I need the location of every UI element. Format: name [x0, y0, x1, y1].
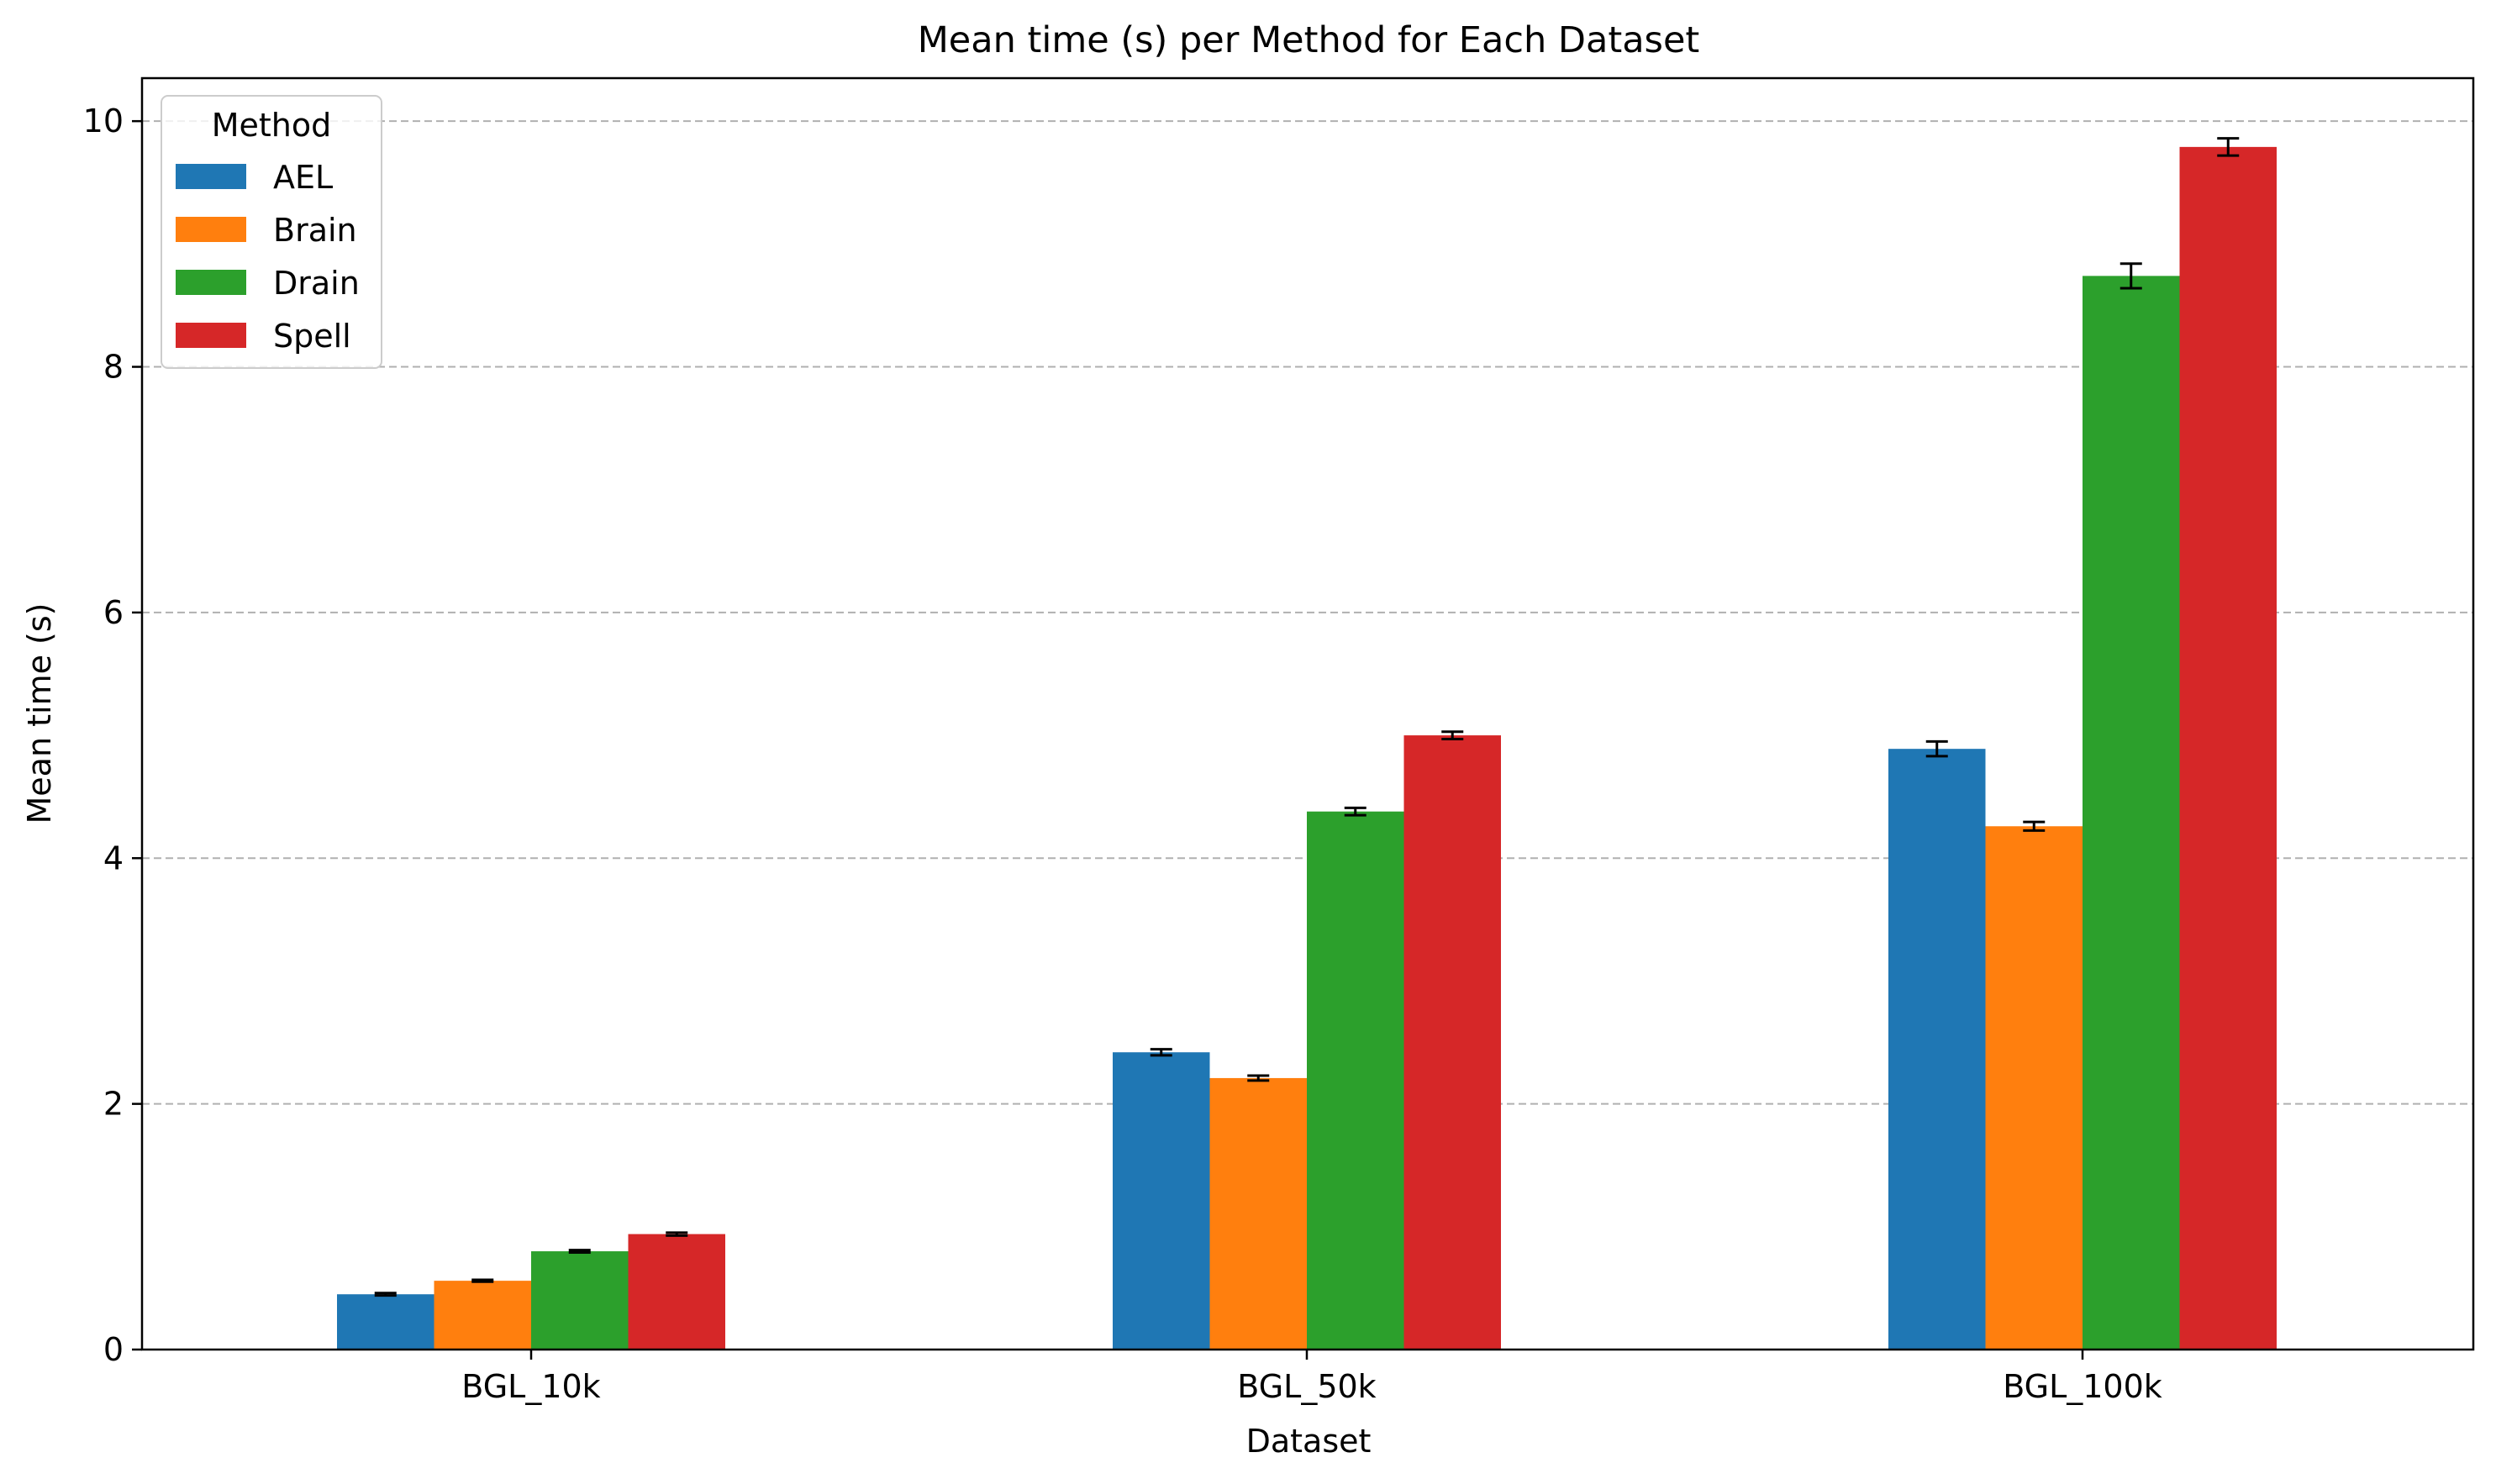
y-tick-label: 4	[103, 839, 124, 876]
y-axis: 0 2 4 6 8 10	[83, 103, 142, 1368]
y-tick-label: 10	[83, 103, 124, 139]
legend-swatch-brain	[176, 217, 246, 242]
bar-brain-bgl_100k	[1985, 826, 2083, 1350]
bars	[337, 146, 2277, 1350]
legend-title: Method	[212, 107, 332, 144]
bar-brain-bgl_10k	[434, 1281, 531, 1350]
chart-title: Mean time (s) per Method for Each Datase…	[918, 19, 1700, 61]
x-axis-label: Dataset	[1246, 1423, 1372, 1460]
bar-ael-bgl_10k	[337, 1294, 434, 1350]
legend-swatch-spell	[176, 323, 246, 348]
bar-spell-bgl_10k	[628, 1234, 725, 1350]
y-tick-label: 6	[103, 594, 124, 631]
x-tick-label: BGL_100k	[2003, 1368, 2162, 1405]
y-tick-label: 0	[103, 1331, 124, 1368]
bar-spell-bgl_100k	[2179, 146, 2277, 1350]
legend-swatch-ael	[176, 164, 246, 189]
bar-drain-bgl_50k	[1307, 811, 1404, 1350]
x-tick-label: BGL_50k	[1237, 1368, 1376, 1405]
legend-label-spell: Spell	[273, 318, 351, 355]
bar-drain-bgl_10k	[531, 1251, 629, 1350]
legend-label-ael: AEL	[273, 159, 333, 196]
bar-ael-bgl_50k	[1113, 1052, 1210, 1350]
legend: Method AEL Brain Drain Spell	[161, 95, 382, 369]
y-tick-label: 2	[103, 1086, 124, 1123]
bar-drain-bgl_100k	[2083, 276, 2180, 1350]
y-axis-label: Mean time (s)	[21, 603, 58, 824]
bar-brain-bgl_50k	[1209, 1077, 1307, 1350]
legend-label-brain: Brain	[273, 212, 357, 249]
y-tick-label: 8	[103, 349, 124, 386]
legend-label-drain: Drain	[273, 265, 360, 302]
x-tick-label: BGL_10k	[461, 1368, 600, 1405]
legend-swatch-drain	[176, 270, 246, 295]
x-axis: BGL_10k BGL_50k BGL_100k	[461, 1350, 2162, 1405]
error-bars	[374, 137, 2240, 1297]
bar-spell-bgl_50k	[1403, 735, 1501, 1350]
bar-ael-bgl_100k	[1888, 749, 1986, 1350]
